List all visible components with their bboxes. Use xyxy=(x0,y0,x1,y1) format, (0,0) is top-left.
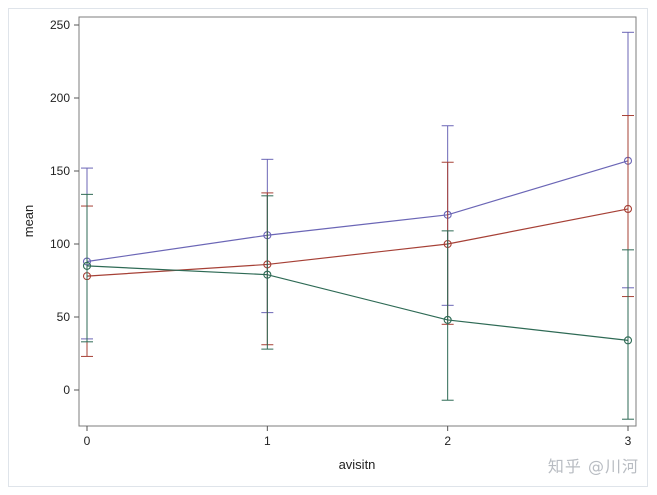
x-axis-label: avisitn xyxy=(339,457,376,472)
y-tick-label: 250 xyxy=(50,18,70,32)
series-layer xyxy=(81,31,634,420)
y-tick-label: 0 xyxy=(63,383,70,397)
x-axis: 0 1 2 3 xyxy=(84,426,632,448)
y-tick-label: 50 xyxy=(57,310,71,324)
plot-area xyxy=(78,16,637,427)
y-axis-label: mean xyxy=(21,205,36,238)
series-line xyxy=(86,265,629,341)
data-point[interactable] xyxy=(263,270,272,279)
data-point[interactable] xyxy=(623,336,633,345)
y-tick-label: 100 xyxy=(50,237,70,251)
data-point[interactable] xyxy=(623,204,633,214)
data-point[interactable] xyxy=(443,315,452,324)
y-axis: 0 50 100 150 200 250 xyxy=(50,18,79,397)
watermark-text: 知乎 @川河 xyxy=(547,457,639,476)
series-line xyxy=(86,160,629,263)
series-group-blue xyxy=(81,31,634,340)
x-tick-label: 2 xyxy=(444,434,451,448)
y-tick-label: 200 xyxy=(50,91,70,105)
y-tick-label: 150 xyxy=(50,164,70,178)
series-line xyxy=(86,208,629,277)
x-tick-label: 3 xyxy=(625,434,632,448)
series-group-red xyxy=(81,115,634,357)
data-point[interactable] xyxy=(82,261,92,270)
x-tick-label: 1 xyxy=(264,434,271,448)
chart-frame xyxy=(8,8,648,487)
x-tick-label: 0 xyxy=(84,434,91,448)
series-group-green xyxy=(81,193,634,420)
